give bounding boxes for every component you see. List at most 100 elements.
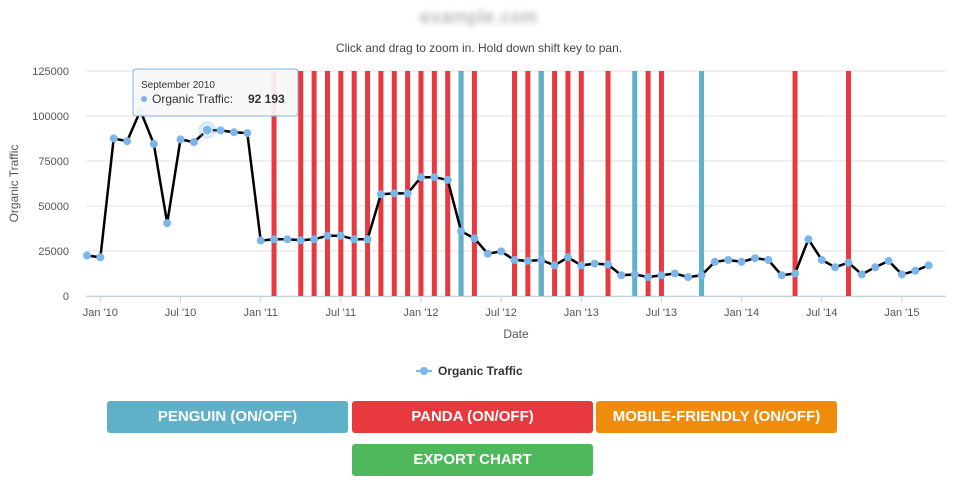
data-point[interactable] xyxy=(256,236,265,245)
data-point[interactable] xyxy=(350,235,359,244)
y-axis-ticks: 0 25000 50000 75000 100000 125000 xyxy=(32,66,69,303)
data-point[interactable] xyxy=(871,263,880,272)
tooltip-series-label: Organic Traffic: xyxy=(152,92,233,106)
data-point[interactable] xyxy=(243,129,252,138)
data-point[interactable] xyxy=(550,261,559,270)
tooltip: September 2010 Organic Traffic: 92 193 xyxy=(132,68,299,117)
data-point[interactable] xyxy=(617,271,626,280)
data-point[interactable] xyxy=(376,190,385,199)
penguin-update-bar xyxy=(699,71,705,296)
data-point[interactable] xyxy=(189,138,198,147)
data-point[interactable] xyxy=(724,256,733,264)
data-point[interactable] xyxy=(497,247,506,256)
panda-update-bar xyxy=(324,71,330,296)
data-point[interactable] xyxy=(163,219,172,228)
data-point[interactable] xyxy=(884,256,893,265)
data-point[interactable] xyxy=(777,271,786,280)
data-point[interactable] xyxy=(390,189,399,198)
data-point[interactable] xyxy=(216,126,225,135)
data-point[interactable] xyxy=(764,256,773,264)
data-point[interactable] xyxy=(604,260,613,269)
data-point[interactable] xyxy=(644,273,653,282)
data-point[interactable] xyxy=(911,266,920,275)
data-point[interactable] xyxy=(577,261,586,270)
penguin-update-markers xyxy=(458,71,705,296)
data-point[interactable] xyxy=(831,263,840,272)
y-tick-label: 50000 xyxy=(38,201,69,213)
data-point[interactable] xyxy=(857,270,866,279)
data-point[interactable] xyxy=(416,173,425,182)
data-point[interactable] xyxy=(817,256,826,264)
data-point[interactable] xyxy=(924,261,933,270)
data-point[interactable] xyxy=(844,258,853,267)
y-tick-label: 125000 xyxy=(32,66,69,78)
tooltip-value: 92 193 xyxy=(248,92,285,106)
data-point[interactable] xyxy=(149,139,158,148)
penguin-toggle-button[interactable]: PENGUIN (ON/OFF) xyxy=(107,401,348,433)
series-points[interactable] xyxy=(83,106,933,282)
data-point[interactable] xyxy=(670,269,679,278)
x-tick-label: Jan '12 xyxy=(403,307,438,319)
x-axis-title: Date xyxy=(503,327,529,341)
x-tick-label: Jul '13 xyxy=(646,307,677,319)
legend[interactable]: Organic Traffic xyxy=(416,364,523,378)
data-point[interactable] xyxy=(403,189,412,198)
data-point[interactable] xyxy=(83,251,91,260)
data-point[interactable] xyxy=(96,253,105,262)
tooltip-box xyxy=(132,68,299,117)
y-axis-title: Organic Traffic xyxy=(7,145,21,223)
data-point[interactable] xyxy=(791,269,800,278)
data-point[interactable] xyxy=(804,235,813,244)
data-point[interactable] xyxy=(697,271,706,280)
data-point[interactable] xyxy=(563,253,572,262)
data-point[interactable] xyxy=(483,249,492,258)
data-point[interactable] xyxy=(430,173,439,182)
data-point[interactable] xyxy=(443,175,452,184)
x-tick-label: Jan '15 xyxy=(884,307,919,319)
legend-marker xyxy=(420,367,428,375)
panda-update-bar xyxy=(405,71,411,296)
data-point[interactable] xyxy=(201,124,213,136)
mobile-friendly-toggle-button[interactable]: MOBILE-FRIENDLY (ON/OFF) xyxy=(596,401,837,433)
data-point[interactable] xyxy=(684,273,693,282)
data-point[interactable] xyxy=(363,235,372,244)
panda-update-bar xyxy=(645,71,651,296)
legend-item-organic-traffic[interactable]: Organic Traffic xyxy=(438,364,523,378)
panda-update-bar xyxy=(271,71,277,296)
data-point[interactable] xyxy=(323,231,332,240)
data-point[interactable] xyxy=(510,256,519,264)
penguin-update-bar xyxy=(632,71,638,296)
panda-update-bar xyxy=(338,71,344,296)
tooltip-series-marker xyxy=(141,96,147,102)
data-point[interactable] xyxy=(176,135,185,144)
traffic-chart[interactable]: 0 25000 50000 75000 100000 125000 Jan '10 Jul … xyxy=(0,0,958,395)
panda-toggle-button[interactable]: PANDA (ON/OFF) xyxy=(352,401,593,433)
data-point[interactable] xyxy=(336,231,345,240)
x-tick-label: Jul '14 xyxy=(806,307,837,319)
data-point[interactable] xyxy=(109,134,118,143)
data-point[interactable] xyxy=(537,256,546,264)
export-chart-button[interactable]: EXPORT CHART xyxy=(352,444,593,476)
data-point[interactable] xyxy=(737,257,746,266)
data-point[interactable] xyxy=(470,234,479,243)
data-point[interactable] xyxy=(657,271,666,280)
data-point[interactable] xyxy=(123,137,132,146)
penguin-update-bar xyxy=(458,71,464,296)
x-tick-label: Jan '13 xyxy=(564,307,599,319)
data-point[interactable] xyxy=(457,227,466,236)
x-tick-label: Jul '12 xyxy=(485,307,516,319)
data-point[interactable] xyxy=(283,235,292,244)
data-point[interactable] xyxy=(270,235,279,244)
data-point[interactable] xyxy=(296,236,305,245)
panda-update-bar xyxy=(378,71,384,296)
data-point[interactable] xyxy=(897,270,906,279)
data-point[interactable] xyxy=(523,256,532,265)
data-point[interactable] xyxy=(750,254,759,263)
data-point[interactable] xyxy=(590,259,599,268)
data-point[interactable] xyxy=(710,257,719,266)
data-point[interactable] xyxy=(310,235,319,244)
data-point[interactable] xyxy=(229,128,238,137)
x-tick-label: Jul '10 xyxy=(165,307,196,319)
x-axis-ticks: Jan '10 Jul '10 Jan '11 Jul '11 Jan '12 Jul '… xyxy=(83,296,919,319)
data-point[interactable] xyxy=(630,270,639,279)
